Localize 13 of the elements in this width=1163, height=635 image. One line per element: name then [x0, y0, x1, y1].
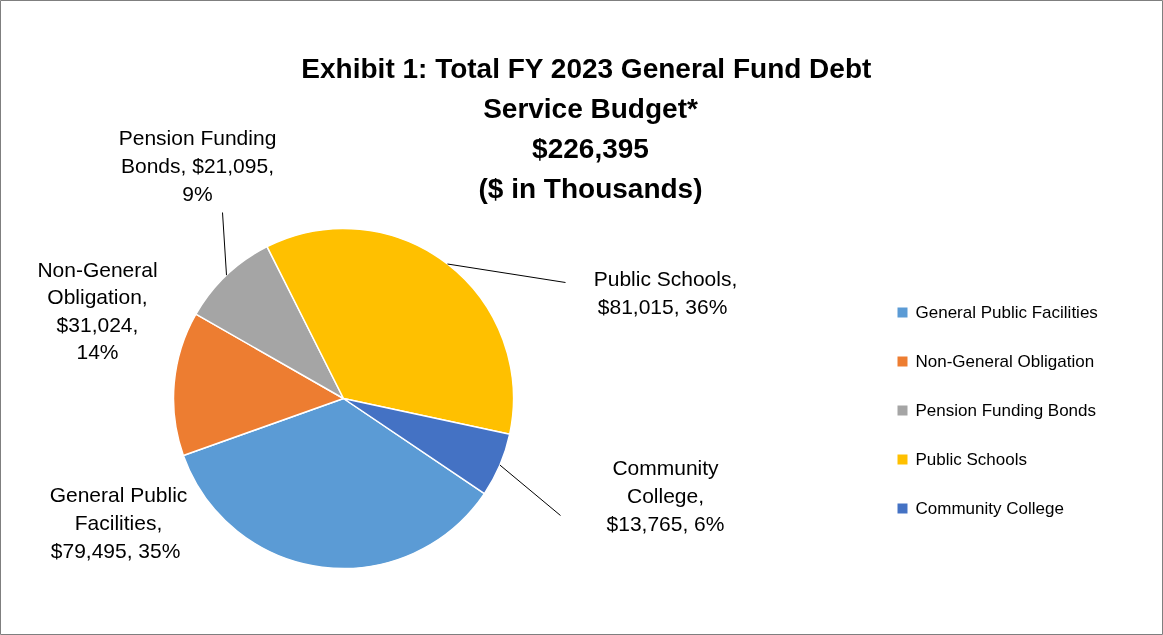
chart-subtitle: $226,395: [532, 133, 649, 164]
data-label: Public Schools, $81,015, 36%: [593, 267, 738, 318]
text: ($ in Thousands): [478, 173, 703, 204]
data-label: Community College, $13,765, 6%: [606, 456, 725, 535]
data-label: Pension Funding Bonds, $21,095, 9%: [118, 126, 277, 205]
legend-label: Pension Funding Bonds: [915, 401, 1097, 420]
legend-label: Non-General Obligation: [915, 352, 1095, 371]
legend-label: General Public Facilities: [915, 303, 1098, 322]
chart-title: Exhibit 1: Total FY 2023 General Fund Debt Service Budget*: [301, 53, 872, 124]
legend-label: Community College: [915, 499, 1064, 518]
data-label: Non-General Obligation, $31,024, 14%: [37, 257, 158, 364]
legend-label: Public Schools: [915, 450, 1028, 469]
data-label: General Public Facilities, $79,495, 35%: [49, 483, 188, 562]
